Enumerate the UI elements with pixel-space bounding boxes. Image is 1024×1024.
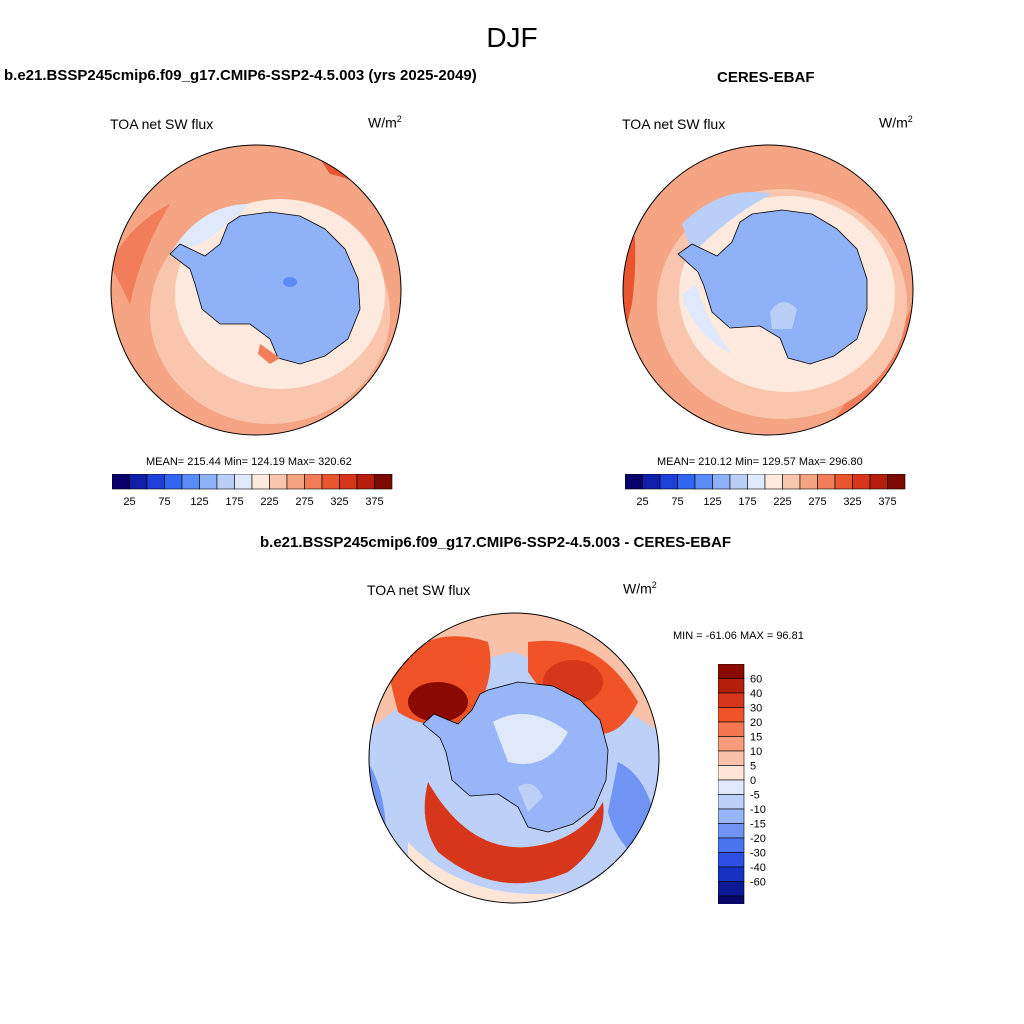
colorbar-swatch bbox=[782, 474, 801, 490]
colorbar-swatch bbox=[625, 474, 643, 490]
panel-3-polar-map bbox=[368, 612, 660, 904]
colorbar-tick-label: 60 bbox=[750, 674, 762, 686]
colorbar-tick-label: -20 bbox=[750, 833, 766, 845]
colorbar-tick-label: 225 bbox=[260, 496, 278, 508]
panel-3-colorbar: 60 40 30 20 15 10 5 0 -5 -10 -15 -20 -30 -40 -60 bbox=[718, 664, 766, 904]
colorbar-swatch bbox=[286, 474, 305, 490]
colorbar-tick-label: -40 bbox=[750, 862, 766, 874]
panel-3-stats: MIN = -61.06 MAX = 96.81 bbox=[673, 630, 804, 642]
panel-2-polar-map bbox=[622, 144, 914, 436]
colorbar-swatch bbox=[718, 852, 745, 868]
panel-3-variable-label: TOA net SW flux bbox=[367, 582, 471, 598]
panel-1-units: W/m2 bbox=[368, 114, 402, 131]
colorbar-swatch bbox=[887, 474, 906, 490]
colorbar-tick-label: -5 bbox=[750, 790, 760, 802]
colorbar-swatch bbox=[718, 707, 745, 723]
colorbar-swatch bbox=[718, 808, 745, 824]
colorbar-swatch bbox=[718, 736, 745, 752]
colorbar-swatch bbox=[718, 895, 745, 904]
panel-2-variable-label: TOA net SW flux bbox=[622, 116, 726, 132]
colorbar-swatch bbox=[718, 721, 745, 737]
panel-1-title: b.e21.BSSP245cmip6.f09_g17.CMIP6-SSP2-4.… bbox=[4, 67, 477, 84]
colorbar-swatch bbox=[677, 474, 696, 490]
colorbar-swatch bbox=[251, 474, 270, 490]
figure-title: DJF bbox=[486, 22, 538, 53]
panel-3-title: b.e21.BSSP245cmip6.f09_g17.CMIP6-SSP2-4.… bbox=[260, 534, 732, 551]
colorbar-swatch bbox=[718, 837, 745, 853]
colorbar-swatch bbox=[234, 474, 253, 490]
panel-1-colorbar: 25 75 125 175 225 275 325 375 bbox=[112, 474, 393, 508]
colorbar-swatch bbox=[764, 474, 783, 490]
colorbar-tick-label: -10 bbox=[750, 804, 766, 816]
colorbar-swatch bbox=[659, 474, 678, 490]
colorbar-swatch bbox=[339, 474, 358, 490]
colorbar-tick-label: 275 bbox=[808, 496, 826, 508]
colorbar-swatch bbox=[216, 474, 235, 490]
colorbar-tick-label: 25 bbox=[123, 496, 135, 508]
colorbar-swatch bbox=[718, 692, 745, 708]
colorbar-tick-label: 375 bbox=[878, 496, 896, 508]
colorbar-swatch bbox=[356, 474, 375, 490]
colorbar-swatch bbox=[799, 474, 818, 490]
colorbar-swatch bbox=[374, 474, 393, 490]
colorbar-swatch bbox=[146, 474, 165, 490]
colorbar-tick-label: 0 bbox=[750, 775, 756, 787]
colorbar-tick-label: 75 bbox=[671, 496, 683, 508]
colorbar-tick-label: 30 bbox=[750, 703, 762, 715]
panel-2-stats: MEAN= 210.12 Min= 129.57 Max= 296.80 bbox=[657, 456, 863, 468]
panel-1-stats: MEAN= 215.44 Min= 124.19 Max= 320.62 bbox=[146, 456, 352, 468]
colorbar-swatch bbox=[718, 664, 745, 679]
colorbar-swatch bbox=[181, 474, 200, 490]
panel-1-polar-map bbox=[110, 144, 402, 436]
colorbar-swatch bbox=[718, 750, 745, 766]
colorbar-tick-label: 20 bbox=[750, 717, 762, 729]
panel-2-title: CERES-EBAF bbox=[717, 69, 815, 86]
colorbar-swatch bbox=[694, 474, 713, 490]
colorbar-tick-label: 40 bbox=[750, 688, 762, 700]
colorbar-swatch bbox=[642, 474, 661, 490]
colorbar-swatch bbox=[712, 474, 731, 490]
panel-2-colorbar: 25 75 125 175 225 275 325 375 bbox=[625, 474, 906, 508]
colorbar-tick-label: 10 bbox=[750, 746, 762, 758]
colorbar-swatch bbox=[269, 474, 288, 490]
colorbar-tick-label: 5 bbox=[750, 761, 756, 773]
colorbar-swatch bbox=[817, 474, 836, 490]
colorbar-swatch bbox=[852, 474, 871, 490]
colorbar-tick-label: -15 bbox=[750, 819, 766, 831]
colorbar-tick-label: 125 bbox=[190, 496, 208, 508]
panel-1-variable-label: TOA net SW flux bbox=[110, 116, 214, 132]
colorbar-tick-label: 225 bbox=[773, 496, 791, 508]
colorbar-swatch bbox=[129, 474, 148, 490]
colorbar-swatch bbox=[718, 794, 745, 810]
colorbar-tick-label: 125 bbox=[703, 496, 721, 508]
panel-3-units: W/m2 bbox=[623, 580, 657, 597]
panel-2-units: W/m2 bbox=[879, 114, 913, 131]
colorbar-swatch bbox=[199, 474, 218, 490]
colorbar-swatch bbox=[834, 474, 853, 490]
colorbar-swatch bbox=[729, 474, 748, 490]
colorbar-swatch bbox=[112, 474, 130, 490]
colorbar-swatch bbox=[304, 474, 323, 490]
colorbar-tick-label: 25 bbox=[636, 496, 648, 508]
colorbar-tick-label: 175 bbox=[225, 496, 243, 508]
colorbar-tick-label: -30 bbox=[750, 848, 766, 860]
colorbar-tick-label: 15 bbox=[750, 732, 762, 744]
colorbar-tick-label: 75 bbox=[158, 496, 170, 508]
colorbar-tick-label: -60 bbox=[750, 877, 766, 889]
colorbar-swatch bbox=[321, 474, 340, 490]
colorbar-swatch bbox=[718, 779, 745, 795]
colorbar-tick-label: 275 bbox=[295, 496, 313, 508]
colorbar-tick-label: 325 bbox=[330, 496, 348, 508]
colorbar-tick-label: 375 bbox=[365, 496, 383, 508]
colorbar-swatch bbox=[718, 678, 745, 694]
colorbar-tick-label: 175 bbox=[738, 496, 756, 508]
colorbar-swatch bbox=[718, 823, 745, 839]
colorbar-swatch bbox=[164, 474, 183, 490]
colorbar-swatch bbox=[869, 474, 888, 490]
colorbar-tick-label: 325 bbox=[843, 496, 861, 508]
colorbar-swatch bbox=[718, 765, 745, 781]
colorbar-swatch bbox=[718, 866, 745, 882]
colorbar-swatch bbox=[747, 474, 766, 490]
colorbar-swatch bbox=[718, 881, 745, 897]
